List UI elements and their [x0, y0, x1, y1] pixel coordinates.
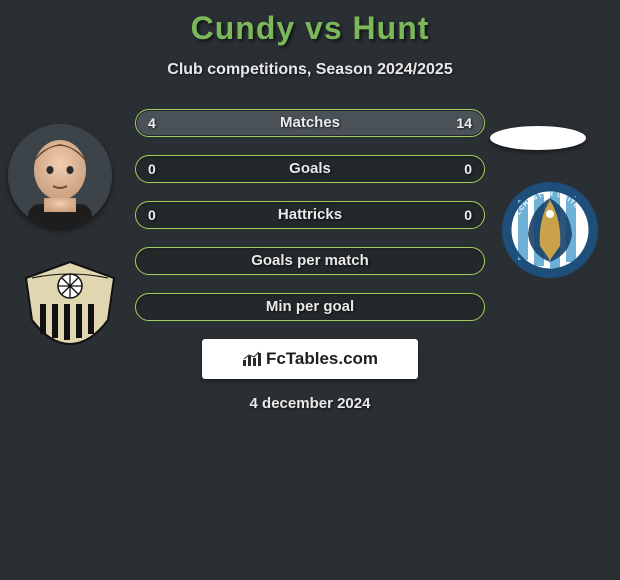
bar-value-right: 0 [464, 156, 472, 182]
player-left-avatar [8, 124, 112, 228]
page-title: Cundy vs Hunt [0, 10, 620, 47]
stat-bar: Matches4 14 [135, 109, 485, 137]
bar-value-right: 0 [464, 202, 472, 228]
bar-label: Matches [136, 110, 484, 136]
bar-value-left: 4 [148, 110, 156, 136]
stat-bar: Goals0 0 [135, 155, 485, 183]
bar-value-left: 0 [148, 202, 156, 228]
stat-bar: Hattricks0 0 [135, 201, 485, 229]
bar-label: Goals per match [136, 248, 484, 274]
club-left-crest [20, 260, 120, 346]
bar-label: Hattricks [136, 202, 484, 228]
bar-label: Min per goal [136, 294, 484, 320]
comparison-bars: Matches414Goals00Hattricks00Goals per ma… [135, 109, 485, 321]
player-right-avatar [490, 126, 586, 150]
infographic-root: Cundy vs Hunt Club competitions, Season … [0, 0, 620, 580]
avatar-left-icon [8, 124, 112, 228]
stat-bar: Min per goal [135, 293, 485, 321]
date-label: 4 december 2024 [0, 395, 620, 412]
footer-brand-text: FcTables.com [266, 349, 378, 369]
bar-value-right: 14 [456, 110, 472, 136]
notts-county-crest-icon [20, 260, 120, 346]
colchester-united-crest-icon: COLCHESTER UNITED FC [500, 180, 600, 280]
bar-value-left: 0 [148, 156, 156, 182]
subtitle: Club competitions, Season 2024/2025 [0, 61, 620, 79]
footer-brand[interactable]: FcTables.com [202, 339, 418, 379]
bar-chart-icon [242, 351, 262, 367]
bar-label: Goals [136, 156, 484, 182]
club-right-crest: COLCHESTER UNITED FC [500, 180, 600, 280]
footer-brand-label: FcTables.com [242, 349, 378, 369]
stat-bar: Goals per match [135, 247, 485, 275]
